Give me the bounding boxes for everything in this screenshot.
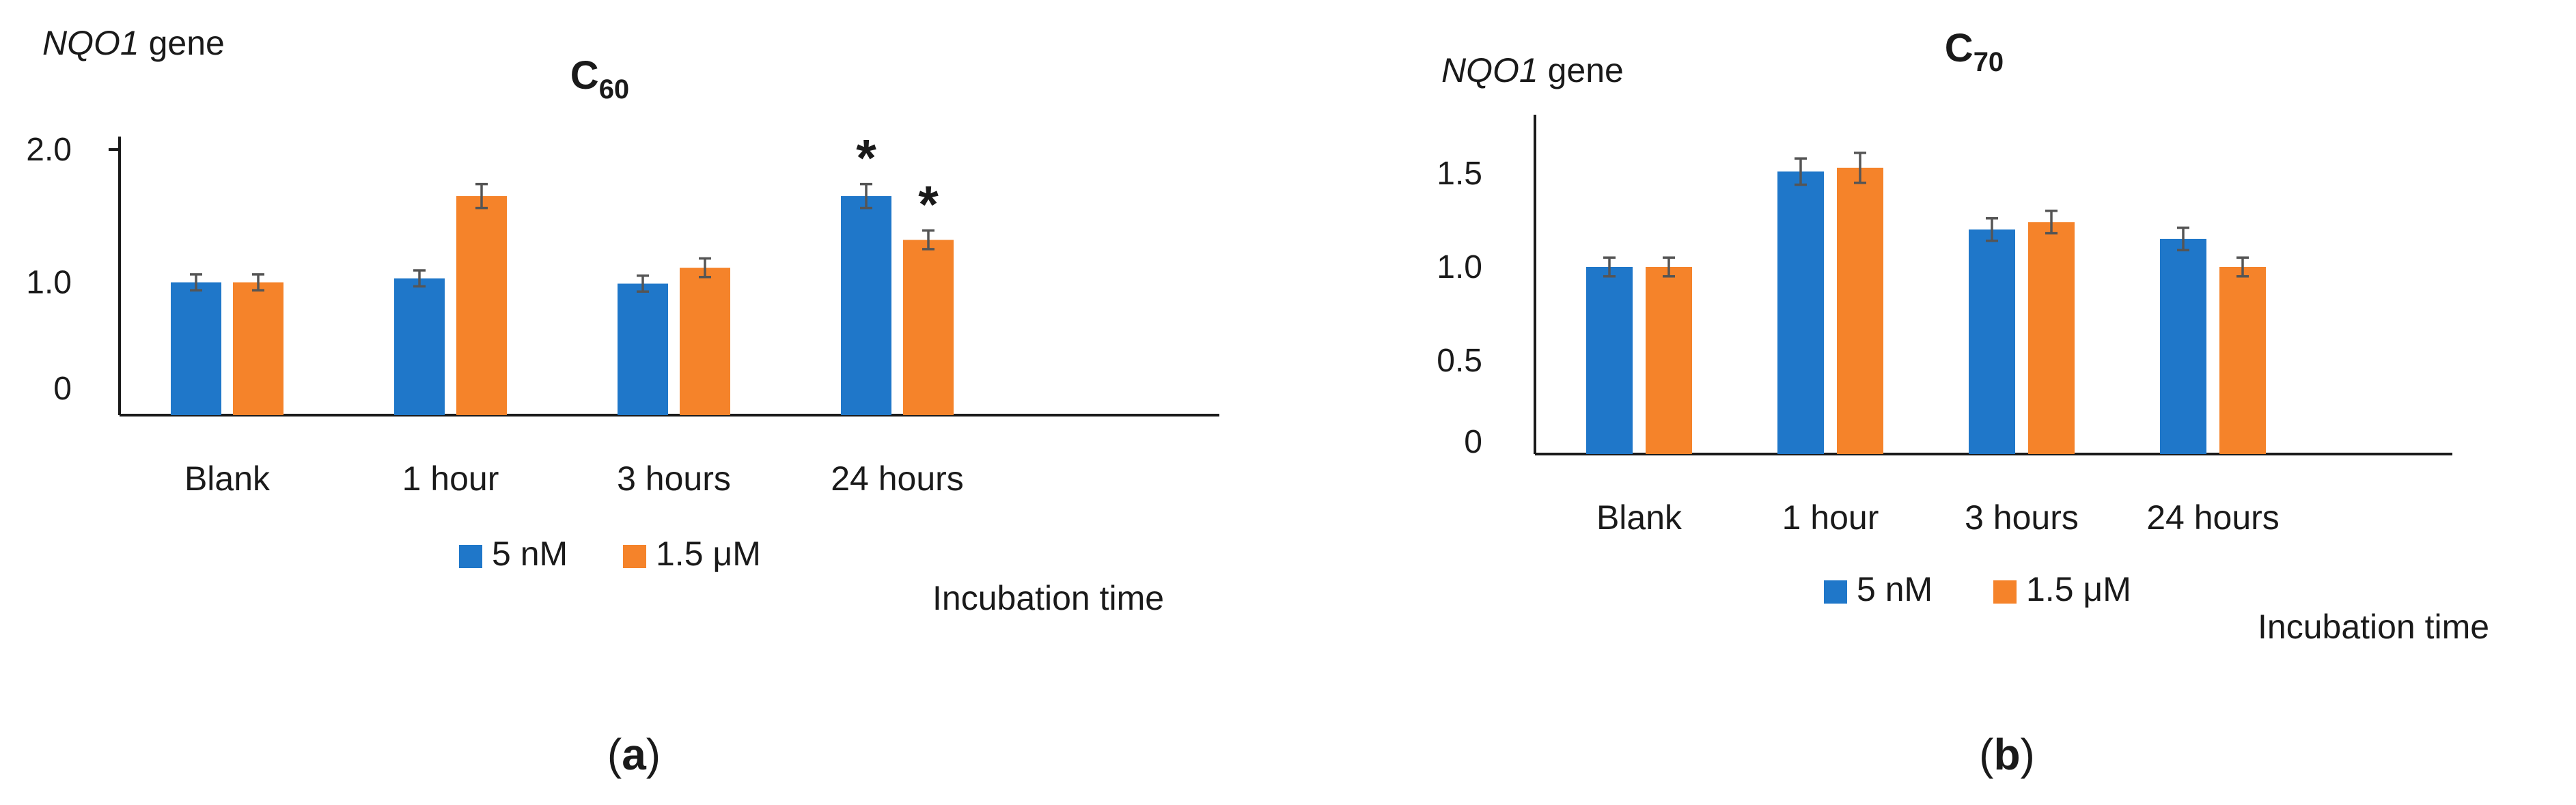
x-tick-label: 1 hour	[402, 460, 499, 498]
legend-swatch	[1993, 580, 2017, 604]
x-axis-label: Incubation time	[2258, 608, 2489, 646]
caption-close-paren: )	[2021, 730, 2035, 779]
legend-label: 5 nM	[492, 535, 568, 573]
y-tick-label: 0	[1464, 424, 1482, 460]
x-axis-label: Incubation time	[932, 579, 1164, 617]
bar	[394, 278, 445, 415]
legend-swatch	[459, 545, 482, 568]
caption-letter: a	[622, 730, 646, 779]
gene-name: NQO1	[1441, 51, 1538, 89]
bar	[1837, 167, 1883, 454]
bar	[171, 282, 221, 415]
bar	[456, 196, 507, 415]
y-tick-label: 1.0	[26, 265, 72, 301]
bar	[903, 240, 954, 415]
panel-a: NQO1 gene C60 0 1.0 2.0 Blank 1 hour 3 hours * * 2…	[26, 24, 1219, 779]
y-tick-label: 0.5	[1437, 343, 1482, 379]
bar	[680, 268, 730, 415]
x-tick-label: 3 hours	[1965, 498, 2079, 537]
title-subscript: 70	[1973, 47, 2004, 77]
chart-title: C60	[570, 53, 629, 104]
bar	[2219, 267, 2266, 454]
caption-letter: b	[1993, 730, 2020, 779]
x-tick-label: 1 hour	[1782, 498, 1879, 537]
significance-marker: *	[918, 176, 939, 234]
title-base: C	[570, 53, 599, 98]
y-tick-label: 2.0	[26, 132, 72, 168]
title-subscript: 60	[599, 74, 630, 104]
legend-label: 5 nM	[1857, 570, 1933, 608]
y-tick-label: 1.0	[1437, 249, 1482, 285]
legend-label: 1.5 μM	[2026, 570, 2131, 608]
bar	[1646, 267, 1692, 454]
gene-suffix: gene	[139, 24, 225, 62]
legend-swatch	[1824, 580, 1847, 604]
bar	[841, 196, 891, 415]
panel-caption: (a)	[607, 730, 661, 779]
bar	[1586, 267, 1633, 454]
legend-label: 1.5 μM	[656, 535, 761, 573]
title-base: C	[1945, 26, 1973, 70]
significance-marker: *	[856, 130, 876, 188]
gene-suffix: gene	[1538, 51, 1624, 89]
bar	[1777, 171, 1824, 454]
y-axis-label: NQO1 gene	[1441, 51, 1624, 89]
chart-title: C70	[1945, 26, 2004, 77]
y-tick-label: 1.5	[1437, 156, 1482, 192]
y-axis-label: NQO1 gene	[42, 24, 225, 62]
x-tick-label: Blank	[184, 460, 271, 498]
x-tick-label: Blank	[1596, 498, 1682, 537]
gene-name: NQO1	[42, 24, 139, 62]
y-tick-label: 0	[53, 371, 72, 407]
panel-caption: (b)	[1979, 730, 2035, 779]
x-tick-label: 3 hours	[617, 460, 731, 498]
panel-b: NQO1 gene C70 0 0.5 1.0 1.5 Blank 1 hour 3 hours…	[1437, 26, 2489, 779]
bar	[1969, 229, 2015, 454]
bar	[2028, 222, 2075, 454]
caption-close-paren: )	[646, 730, 661, 779]
caption-open-paren: (	[1979, 730, 1993, 779]
bar	[2160, 238, 2206, 454]
legend-swatch	[623, 545, 646, 568]
bar	[233, 282, 283, 415]
x-tick-label: 24 hours	[831, 460, 964, 498]
caption-open-paren: (	[607, 730, 622, 779]
x-tick-label: 24 hours	[2146, 498, 2280, 537]
bar	[618, 283, 668, 415]
